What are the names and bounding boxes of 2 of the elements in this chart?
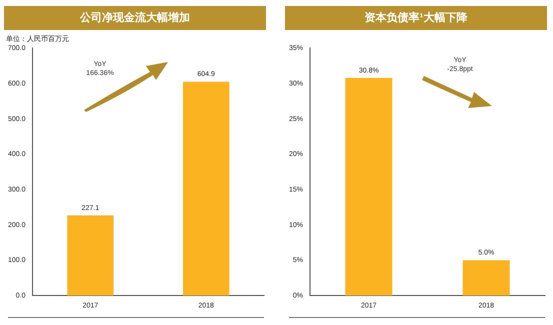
chart-title: 公司净现金流大幅增加	[4, 6, 266, 30]
chart-title: 资本负债率¹大幅下降	[285, 6, 547, 30]
